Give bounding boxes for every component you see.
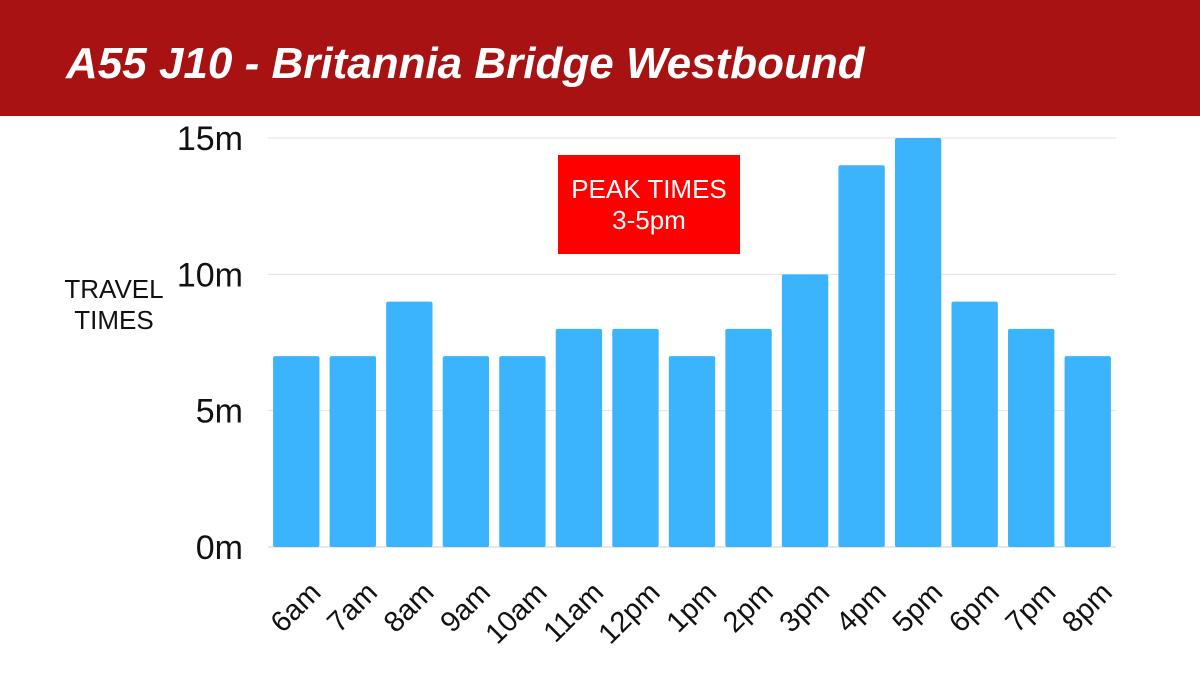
chart-title: A55 J10 - Britannia Bridge Westbound bbox=[66, 39, 865, 88]
bar-2pm bbox=[725, 328, 772, 547]
x-tick-label: 8am bbox=[378, 576, 441, 639]
bar-6pm bbox=[951, 301, 998, 547]
y-tick-label: 5m bbox=[196, 393, 243, 431]
y-tick-label: 0m bbox=[196, 529, 243, 567]
bar-8pm bbox=[1064, 356, 1111, 547]
bar-1pm bbox=[668, 356, 716, 547]
bar-6am bbox=[273, 356, 320, 547]
bar-3pm bbox=[781, 274, 829, 547]
x-tick-label: 3pm bbox=[774, 576, 837, 639]
x-tick-label: 6am bbox=[265, 576, 328, 639]
peak-times-annotation: PEAK TIMES 3-5pm bbox=[558, 155, 740, 254]
x-tick-label: 5pm bbox=[887, 576, 950, 639]
bar-8am bbox=[386, 301, 433, 547]
bar-11am bbox=[555, 328, 603, 547]
x-tick-label: 11am bbox=[538, 576, 610, 648]
x-tick-label: 7pm bbox=[1000, 576, 1063, 639]
peak-times-line2: 3-5pm bbox=[612, 204, 686, 235]
bars bbox=[273, 138, 1111, 547]
x-tick-label: 2pm bbox=[717, 576, 780, 639]
title-banner: A55 J10 - Britannia Bridge Westbound bbox=[0, 0, 1200, 116]
bar-4pm bbox=[838, 165, 885, 547]
bar-10am bbox=[499, 356, 546, 547]
y-tick-label: 15m bbox=[177, 120, 243, 158]
x-tick-label: 7am bbox=[321, 576, 384, 639]
bar-12pm bbox=[612, 328, 659, 547]
bar-5pm bbox=[894, 138, 942, 547]
x-tick-label: 12pm bbox=[593, 576, 667, 650]
bar-7pm bbox=[1008, 328, 1055, 547]
x-tick-label: 4pm bbox=[830, 576, 893, 639]
x-tick-labels: 6am7am8am9am10am11am12pm1pm2pm3pm4pm5pm6… bbox=[265, 576, 1119, 650]
y-axis-label: TRAVEL TIMES bbox=[64, 274, 164, 335]
x-tick-label: 6pm bbox=[943, 576, 1006, 639]
x-tick-label: 8pm bbox=[1056, 576, 1119, 639]
y-tick-label: 10m bbox=[177, 256, 243, 294]
bar-9am bbox=[442, 356, 490, 547]
x-tick-label: 1pm bbox=[661, 576, 724, 639]
bar-7am bbox=[329, 356, 376, 547]
x-tick-label: 10am bbox=[480, 576, 554, 650]
y-tick-labels: 0m 5m 10m 15m bbox=[177, 120, 243, 567]
peak-times-line1: PEAK TIMES bbox=[571, 173, 727, 204]
